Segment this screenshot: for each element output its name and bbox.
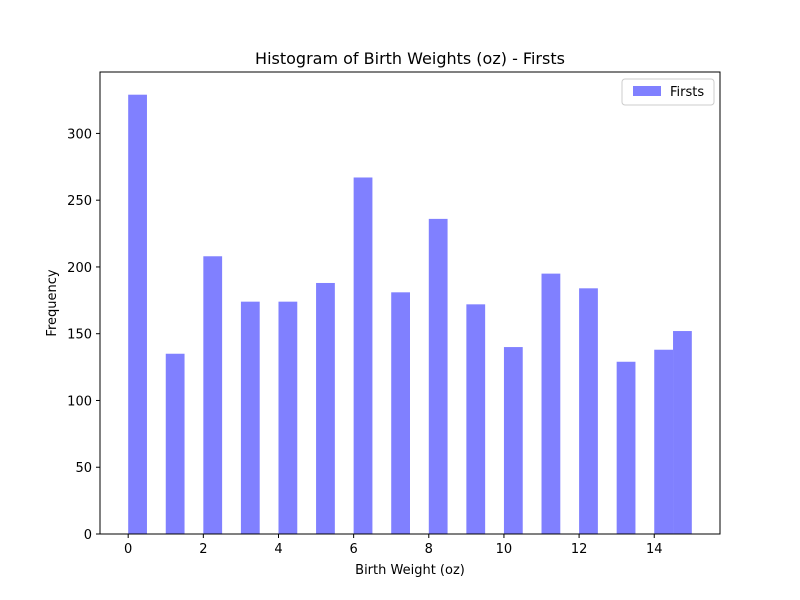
y-tick-label: 200 [67, 261, 92, 276]
y-tick-label: 250 [67, 194, 92, 209]
legend: Firsts [621, 78, 715, 106]
histogram-bar-13 [616, 361, 636, 534]
histogram-bar-15 [673, 331, 692, 534]
histogram-bar-3 [240, 301, 260, 534]
y-tick-label: 0 [84, 528, 92, 543]
x-tick-label: 4 [274, 542, 282, 557]
histogram-bar-11 [541, 273, 561, 534]
x-tick-label: 6 [349, 542, 357, 557]
x-tick-label: 12 [571, 542, 588, 557]
histogram-bar-4 [278, 301, 298, 534]
bar-group [128, 94, 692, 535]
y-axis: 0 50 100 150 200 250 300 [67, 127, 100, 543]
histogram-bar-1 [165, 353, 185, 534]
y-tick-label: 300 [67, 127, 92, 142]
x-tick-label: 8 [425, 542, 433, 557]
x-tick-label: 10 [496, 542, 513, 557]
histogram-bar-7 [391, 292, 410, 534]
y-tick-label: 50 [75, 461, 92, 476]
legend-frame [621, 78, 715, 106]
histogram-bar-8 [428, 218, 448, 535]
plot-area-frame [99, 71, 721, 535]
legend-label-firsts: Firsts [670, 85, 704, 100]
histogram-bar-12 [579, 288, 598, 534]
histogram-bar-5 [316, 282, 335, 534]
x-tick-label: 2 [199, 542, 207, 557]
histogram-bar-0 [128, 94, 147, 534]
y-tick-label: 150 [67, 328, 92, 343]
histogram-bar-2 [203, 256, 223, 534]
x-tick-label: 0 [124, 542, 132, 557]
x-tick-label: 14 [646, 542, 663, 557]
histogram-bar-14 [654, 349, 674, 534]
legend-swatch-firsts [633, 86, 661, 96]
x-axis: 0 2 4 6 8 10 12 14 [124, 534, 663, 557]
histogram-bar-6 [353, 177, 373, 535]
histogram-bar-9 [466, 304, 486, 534]
y-tick-label: 100 [67, 394, 92, 409]
x-axis-label: Birth Weight (oz) [355, 563, 465, 578]
chart-title: Histogram of Birth Weights (oz) - Firsts [255, 49, 565, 68]
y-axis-label: Frequency [45, 269, 60, 336]
histogram-bar-10 [503, 347, 523, 534]
